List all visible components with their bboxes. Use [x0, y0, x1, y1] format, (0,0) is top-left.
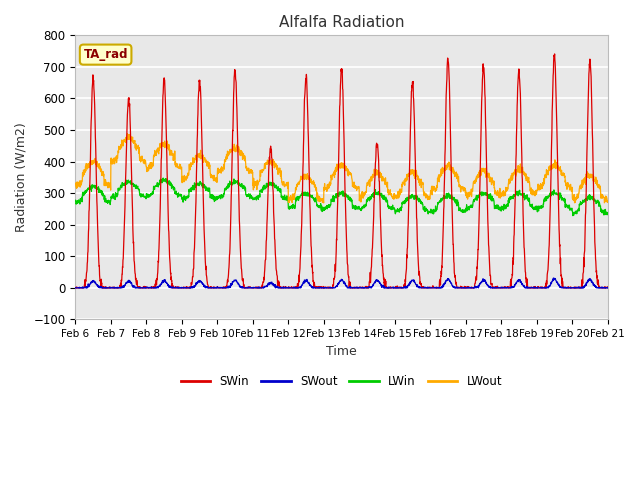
- LWout: [572, 195, 580, 201]
- LWin: [159, 175, 167, 181]
- SWout: [550, 275, 557, 281]
- SWout: [496, 285, 504, 291]
- SWin: [369, 245, 376, 251]
- SWin: [604, 284, 611, 290]
- LWin: [569, 213, 577, 218]
- SWout: [356, 285, 364, 290]
- Line: LWin: LWin: [76, 178, 607, 216]
- Text: TA_rad: TA_rad: [83, 48, 128, 61]
- LWout: [357, 199, 365, 204]
- LWout: [72, 180, 79, 186]
- LWin: [72, 198, 79, 204]
- Line: SWout: SWout: [76, 278, 607, 288]
- SWout: [72, 285, 79, 291]
- SWin: [557, 273, 565, 279]
- LWin: [557, 195, 564, 201]
- SWin: [496, 285, 504, 291]
- Y-axis label: Radiation (W/m2): Radiation (W/m2): [15, 122, 28, 232]
- SWout: [369, 284, 376, 289]
- LWout: [497, 195, 504, 201]
- X-axis label: Time: Time: [326, 345, 357, 358]
- LWin: [572, 209, 580, 215]
- Legend: SWin, SWout, LWin, LWout: SWin, SWout, LWin, LWout: [176, 371, 507, 393]
- Line: LWout: LWout: [76, 133, 607, 203]
- LWout: [220, 164, 228, 169]
- SWin: [357, 285, 365, 290]
- LWout: [320, 200, 328, 206]
- SWin: [72, 285, 79, 290]
- SWout: [557, 284, 564, 290]
- SWin: [220, 285, 228, 291]
- LWin: [369, 193, 376, 199]
- LWin: [604, 210, 611, 216]
- SWout: [220, 285, 228, 291]
- LWout: [604, 199, 611, 204]
- SWout: [572, 285, 579, 290]
- SWin: [572, 284, 580, 290]
- SWin: [72, 285, 79, 291]
- Line: SWin: SWin: [76, 54, 607, 288]
- Title: Alfalfa Radiation: Alfalfa Radiation: [279, 15, 404, 30]
- LWout: [557, 168, 565, 174]
- SWout: [604, 285, 611, 291]
- LWout: [369, 171, 376, 177]
- SWin: [551, 51, 559, 57]
- LWin: [496, 206, 504, 212]
- LWin: [220, 191, 228, 196]
- LWout: [124, 131, 131, 136]
- LWin: [357, 206, 365, 212]
